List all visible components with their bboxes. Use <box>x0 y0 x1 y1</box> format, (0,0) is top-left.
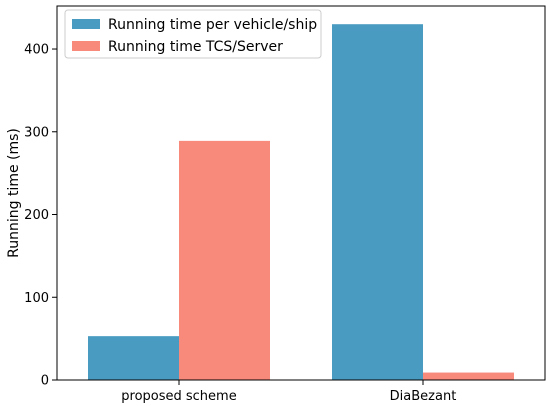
y-axis: 0 100 200 300 400 <box>24 43 57 389</box>
bars-group <box>88 24 514 380</box>
y-tick-label: 0 <box>41 374 49 389</box>
bar-server-1 <box>423 372 514 380</box>
x-tick-label: DiaBezant <box>390 389 457 404</box>
bar-vehicle-0 <box>88 336 179 380</box>
legend: Running time per vehicle/ship Running tim… <box>64 9 322 59</box>
legend-swatch <box>72 41 100 51</box>
y-tick-label: 100 <box>24 291 49 306</box>
bar-server-0 <box>179 140 270 380</box>
legend-swatch <box>72 19 100 29</box>
legend-entry: Running time TCS/Server <box>108 39 283 55</box>
legend-frame <box>64 9 322 59</box>
y-axis-label: Running time (ms) <box>6 128 22 258</box>
y-tick-label: 300 <box>24 125 49 140</box>
legend-entry: Running time per vehicle/ship <box>108 17 317 33</box>
bar-vehicle-1 <box>332 24 423 380</box>
x-tick-label: proposed scheme <box>121 389 236 404</box>
x-axis: proposed scheme DiaBezant <box>121 380 456 404</box>
plot-frame <box>56 5 546 381</box>
y-tick-label: 200 <box>24 208 49 223</box>
y-tick-label: 400 <box>24 43 49 58</box>
